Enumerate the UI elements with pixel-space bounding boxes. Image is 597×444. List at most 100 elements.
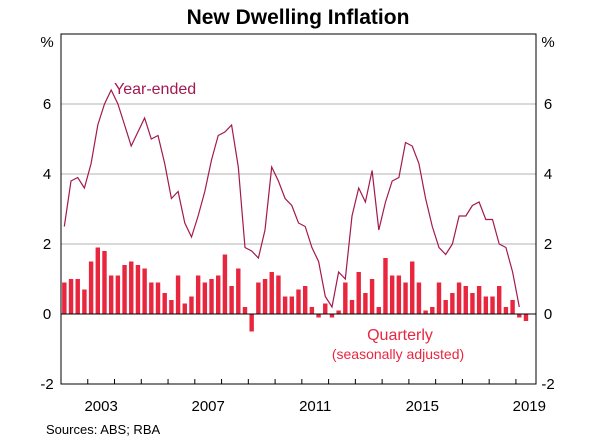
quarterly-bar bbox=[62, 282, 67, 314]
y-tick-left: 0 bbox=[43, 306, 51, 323]
year-ended-line bbox=[63, 88, 520, 309]
y-tick-right: -2 bbox=[541, 376, 554, 393]
quarterly-bar bbox=[209, 279, 214, 314]
quarterly-sublabel: (seasonally adjusted) bbox=[332, 346, 464, 362]
quarterly-bar bbox=[108, 275, 114, 314]
x-tick-label: 2003 bbox=[84, 398, 117, 415]
quarterly-bar bbox=[175, 275, 181, 314]
quarterly-bar bbox=[236, 268, 241, 314]
quarterly-bar bbox=[363, 293, 368, 314]
plot-frame bbox=[60, 33, 537, 385]
quarterly-bar bbox=[416, 282, 422, 314]
y-tick-right: 0 bbox=[544, 306, 552, 323]
x-tick-label: 2011 bbox=[299, 398, 331, 415]
quarterly-bar bbox=[88, 261, 94, 314]
quarterly-bar bbox=[249, 314, 254, 332]
quarterly-bar bbox=[343, 282, 348, 314]
quarterly-bar bbox=[503, 307, 509, 314]
quarterly-bar bbox=[309, 307, 315, 314]
y-tick-right: 2 bbox=[544, 236, 552, 253]
quarterly-bar bbox=[95, 247, 101, 314]
y-axis-left: -2 0 2 4 6 bbox=[40, 96, 53, 393]
quarterly-label: Quarterly bbox=[367, 327, 433, 344]
quarterly-bar bbox=[450, 293, 455, 314]
quarterly-bar bbox=[490, 296, 495, 314]
quarterly-bar bbox=[423, 310, 428, 314]
y-tick-right: 6 bbox=[544, 96, 552, 113]
quarterly-bar bbox=[523, 314, 529, 321]
quarterly-bar bbox=[403, 282, 408, 314]
quarterly-bar bbox=[202, 282, 208, 314]
quarterly-bar bbox=[75, 279, 80, 314]
quarterly-bar bbox=[169, 300, 174, 314]
quarterly-bar bbox=[68, 279, 74, 314]
quarterly-bar bbox=[369, 279, 375, 314]
source-note: Sources: ABS; RBA bbox=[46, 422, 161, 437]
quarterly-bar bbox=[356, 272, 361, 314]
quarterly-bar bbox=[430, 307, 435, 314]
quarterly-bar bbox=[436, 282, 442, 314]
quarterly-bar bbox=[142, 268, 147, 314]
quarterly-bar bbox=[302, 286, 308, 314]
quarterly-bar bbox=[135, 265, 141, 314]
quarterly-bar bbox=[129, 261, 134, 314]
quarterly-bar bbox=[443, 300, 448, 314]
x-tick-label: 2019 bbox=[513, 398, 546, 415]
chart-title: New Dwelling Inflation bbox=[187, 6, 410, 29]
quarterly-bar bbox=[229, 286, 234, 314]
quarterly-bar bbox=[316, 314, 321, 318]
quarterly-bar bbox=[517, 314, 522, 318]
quarterly-bar bbox=[396, 275, 402, 314]
quarterly-bar bbox=[389, 275, 395, 314]
quarterly-bar bbox=[162, 293, 167, 314]
quarterly-bar bbox=[182, 303, 187, 314]
quarterly-bar bbox=[289, 296, 295, 314]
year-ended-label: Year-ended bbox=[114, 81, 196, 98]
unit-right: % bbox=[541, 34, 554, 51]
x-tick-label: 2015 bbox=[406, 398, 439, 415]
quarterly-bar bbox=[336, 310, 341, 314]
quarterly-bar bbox=[496, 286, 502, 314]
quarterly-bar bbox=[222, 254, 228, 314]
quarterly-bar bbox=[269, 272, 274, 314]
quarterly-bar bbox=[376, 307, 381, 314]
quarterly-bar bbox=[456, 282, 462, 314]
quarterly-bars bbox=[62, 247, 529, 332]
quarterly-bar bbox=[115, 275, 121, 314]
quarterly-bar bbox=[262, 279, 268, 314]
y-tick-left: 6 bbox=[43, 96, 51, 113]
y-axis-right: -2 0 2 4 6 bbox=[541, 96, 554, 393]
quarterly-bar bbox=[410, 261, 415, 314]
quarterly-bar bbox=[276, 275, 281, 314]
quarterly-bar bbox=[122, 265, 127, 314]
y-tick-left: 2 bbox=[43, 236, 51, 253]
unit-left: % bbox=[40, 34, 53, 51]
quarterly-bar bbox=[256, 282, 261, 314]
quarterly-bar bbox=[470, 293, 475, 314]
gridlines bbox=[61, 103, 536, 245]
quarterly-bar bbox=[329, 314, 335, 318]
quarterly-bar bbox=[155, 282, 161, 314]
y-tick-left: 4 bbox=[43, 166, 51, 183]
quarterly-bar bbox=[242, 307, 248, 314]
quarterly-bar bbox=[189, 296, 194, 314]
x-axis: 2003 2007 2011 2015 2019 bbox=[60, 379, 546, 415]
quarterly-bar bbox=[476, 286, 482, 314]
quarterly-bar bbox=[483, 296, 489, 314]
quarterly-bar bbox=[349, 300, 355, 314]
quarterly-bar bbox=[82, 289, 87, 314]
x-tick-label: 2007 bbox=[191, 398, 224, 415]
quarterly-bar bbox=[216, 275, 221, 314]
y-tick-left: -2 bbox=[40, 376, 53, 393]
y-tick-right: 4 bbox=[544, 166, 552, 183]
quarterly-bar bbox=[510, 300, 515, 314]
quarterly-bar bbox=[296, 289, 301, 314]
quarterly-bar bbox=[282, 296, 288, 314]
quarterly-bar bbox=[323, 303, 328, 314]
quarterly-bar bbox=[463, 286, 468, 314]
quarterly-bar bbox=[383, 258, 388, 314]
quarterly-bar bbox=[195, 275, 201, 314]
quarterly-bar bbox=[102, 251, 107, 314]
quarterly-bar bbox=[149, 282, 154, 314]
